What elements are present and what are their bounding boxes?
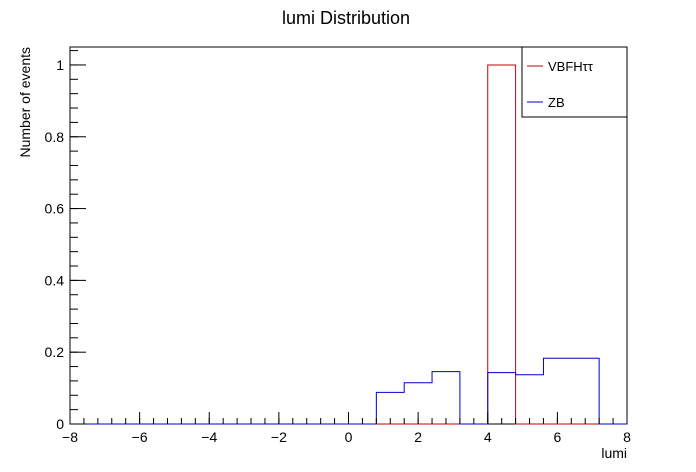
x-tick-label: 0 <box>345 429 353 445</box>
x-tick-label: −6 <box>132 429 148 445</box>
y-tick-label: 0.2 <box>45 344 65 360</box>
x-tick-label: −4 <box>201 429 217 445</box>
legend: VBFHττ ZB <box>521 46 628 118</box>
y-tick-label: 1 <box>56 57 64 73</box>
legend-box <box>521 46 628 118</box>
axis-layer: −8 −6 −4 −2 0 2 4 6 8 0 0.2 0.4 0.6 0.8 1 <box>45 50 631 445</box>
x-tick-label: 6 <box>553 429 561 445</box>
x-axis-label: lumi <box>601 445 627 461</box>
chart-title: lumi Distribution <box>282 8 410 28</box>
x-tick-label: 4 <box>484 429 492 445</box>
y-tick-label: 0.4 <box>45 272 65 288</box>
x-tick-label: −2 <box>271 429 287 445</box>
y-tick-label: 0.8 <box>45 129 65 145</box>
y-tick-label: 0 <box>56 416 64 432</box>
x-tick-label: 2 <box>414 429 422 445</box>
x-tick-label: −8 <box>62 429 78 445</box>
legend-label: VBFHττ <box>548 59 594 74</box>
x-tick-label: 8 <box>623 429 631 445</box>
series-layer <box>70 64 627 425</box>
y-axis-label: Number of events <box>17 47 33 158</box>
y-tick-label: 0.6 <box>45 201 65 217</box>
series-1-histogram <box>70 357 627 425</box>
legend-label: ZB <box>548 95 565 110</box>
